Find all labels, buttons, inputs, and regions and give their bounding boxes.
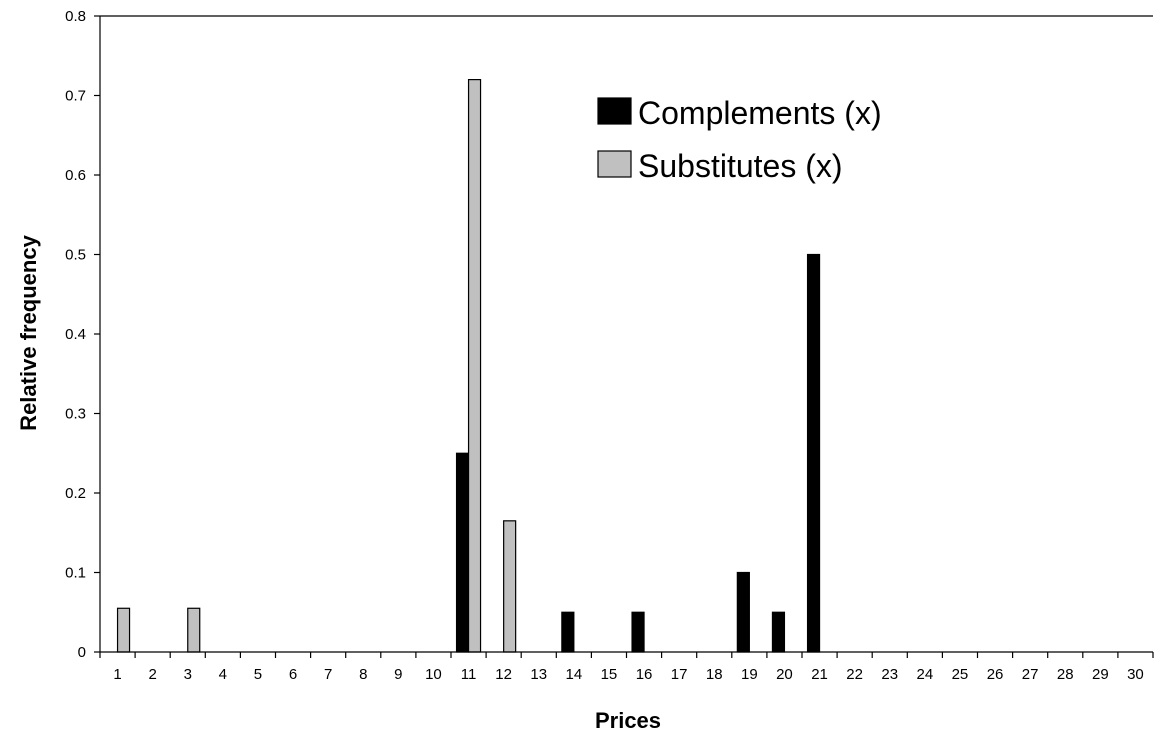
x-tick-label: 22 [846, 666, 863, 683]
x-tick-label: 26 [987, 666, 1004, 683]
x-tick-label: 10 [425, 666, 442, 683]
x-tick-label: 6 [289, 666, 297, 683]
x-tick-label: 27 [1022, 666, 1039, 683]
x-tick-label: 19 [741, 666, 758, 683]
x-tick-label: 1 [113, 666, 121, 683]
bar-substitutes-12 [503, 520, 517, 653]
y-tick-label: 0.2 [65, 485, 86, 502]
x-tick-label: 5 [254, 666, 262, 683]
bar-substitutes-1 [116, 607, 131, 653]
x-tick-label: 3 [184, 666, 192, 683]
x-tick-label: 16 [636, 666, 653, 683]
y-tick-label: 0.6 [65, 167, 86, 184]
x-tick-label: 4 [219, 666, 227, 683]
bar-complements-11 [455, 452, 470, 653]
x-tick-label: 24 [917, 666, 934, 683]
x-tick-label: 18 [706, 666, 723, 683]
x-tick-label: 15 [601, 666, 618, 683]
bar-complements-21 [806, 253, 821, 653]
legend-swatch [597, 150, 632, 178]
x-tick-label: 25 [952, 666, 969, 683]
bars [116, 78, 821, 653]
x-tick-label: 12 [495, 666, 512, 683]
y-axis-title: Relative frequency [16, 234, 41, 430]
x-tick-label: 2 [148, 666, 156, 683]
x-tick-label: 21 [811, 666, 828, 683]
legend-swatch [597, 97, 632, 125]
legend-label: Complements (x) [638, 95, 882, 131]
y-tick-label: 0.3 [65, 406, 86, 423]
bar-substitutes-3 [187, 607, 201, 653]
x-axis-title: Prices [595, 708, 661, 733]
y-tick-label: 0.5 [65, 247, 86, 264]
bar-substitutes-11 [467, 78, 482, 653]
x-tick-label: 14 [566, 666, 583, 683]
x-tick-label: 9 [394, 666, 402, 683]
x-tick-label: 23 [881, 666, 898, 683]
x-tick-label: 11 [461, 666, 477, 683]
bar-complements-14 [561, 611, 575, 653]
x-axis-ticks: 1 2 3 4 5 6 7 8 9 10 11 12 13 14 15 16 17 18 19 20 21 22 23 24 2… [99, 652, 1154, 683]
x-tick-label: 28 [1057, 666, 1074, 683]
y-tick-label: 0.8 [65, 8, 86, 25]
x-tick-label: 7 [324, 666, 332, 683]
x-tick-label: 13 [530, 666, 547, 683]
x-tick-label: 20 [776, 666, 793, 683]
x-tick-label: 17 [671, 666, 688, 683]
y-tick-label: 0.1 [65, 565, 86, 582]
bar-complements-20 [771, 611, 786, 653]
bar-complements-19 [736, 571, 750, 653]
y-tick-label: 0 [78, 644, 86, 661]
x-tick-label: 30 [1127, 666, 1144, 683]
bar-complements-16 [631, 611, 645, 653]
x-tick-label: 8 [359, 666, 367, 683]
x-tick-label: 29 [1092, 666, 1109, 683]
legend: Complements (x) Substitutes (x) [597, 95, 882, 184]
y-tick-label: 0.4 [65, 326, 86, 343]
legend-label: Substitutes (x) [638, 148, 843, 184]
y-axis-ticks: 0 0.1 0.2 0.3 0.4 0.5 0.6 0.7 0.8 [65, 8, 100, 661]
y-tick-label: 0.7 [65, 88, 86, 105]
